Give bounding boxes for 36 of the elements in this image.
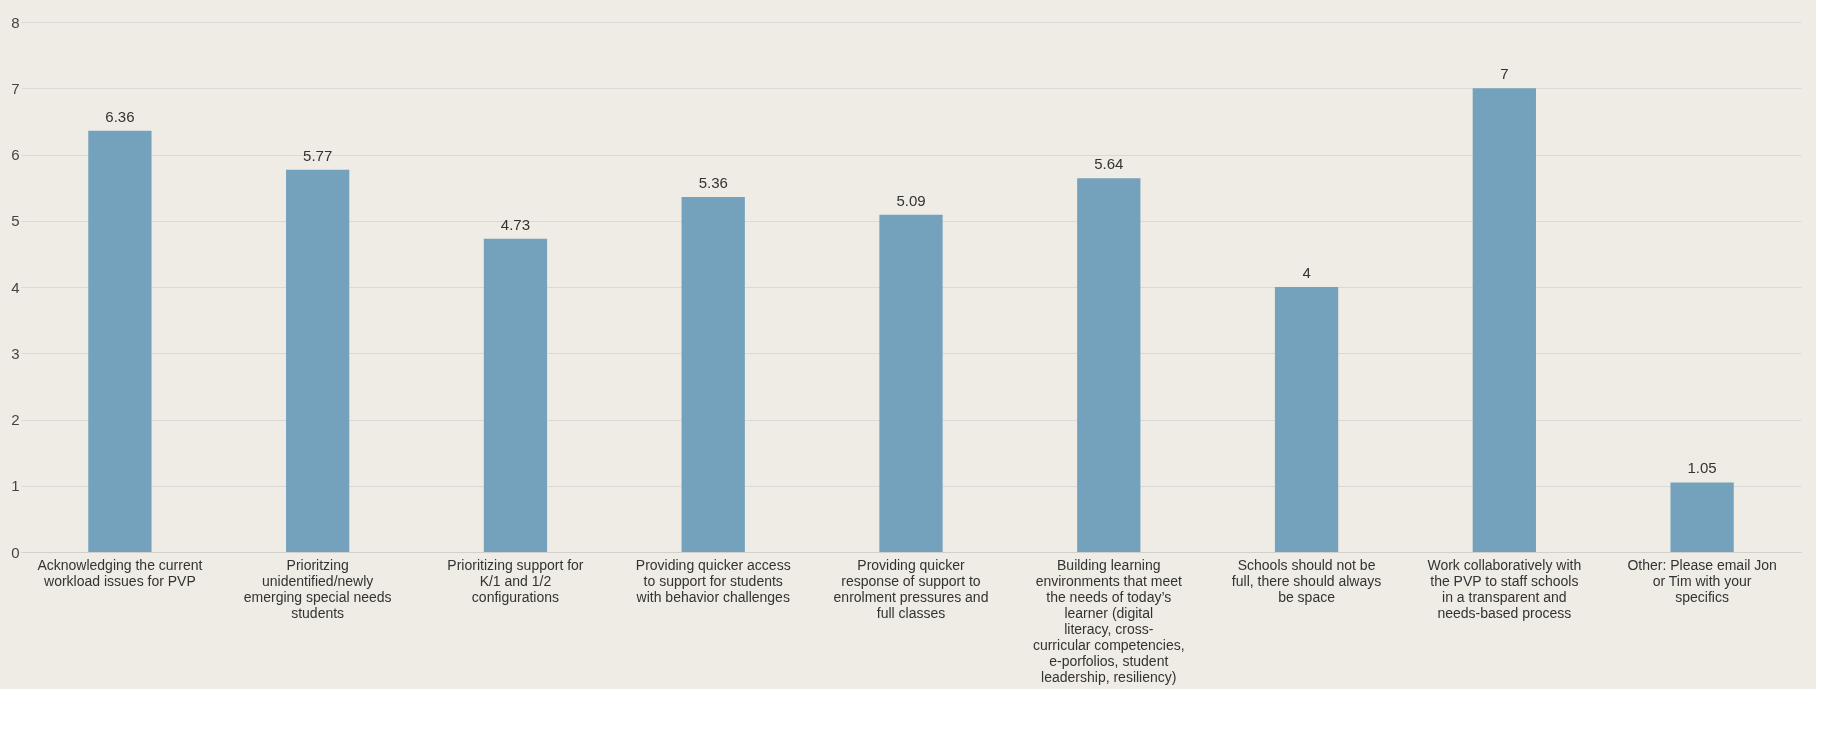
x-tick-label: Prioritzing unidentified/newly emerging special needs students: [243, 556, 392, 621]
y-tick-label: 0: [11, 543, 20, 561]
x-tick-label: Schools should not be full, there should always be space: [1231, 556, 1382, 605]
y-tick-label: 6: [11, 146, 20, 163]
data-label: 7: [1500, 65, 1509, 83]
x-tick-label: Other: Please email Jon or Tim with your specifics: [1627, 556, 1777, 605]
bar: [1472, 88, 1536, 552]
x-tick-label: Providing quicker access to support for students with behavior challenges: [635, 556, 791, 605]
y-tick-label: 2: [11, 411, 20, 428]
bar: [286, 169, 350, 552]
y-tick-label: 7: [11, 79, 20, 97]
x-tick-label: Building learning environments that meet the needs of today’s learner (digital literacy, cross-curricular competencies, e-porfolios, student leadership, resiliency): [1032, 556, 1185, 685]
x-tick-label: Work collaboratively with the PVP to staff schools in a transparent and needs-based process: [1427, 556, 1582, 621]
bar: [1077, 178, 1141, 552]
x-tick-label: Acknowledging the current workload issues for PVP: [37, 556, 203, 589]
data-label: 5.36: [698, 173, 728, 191]
y-tick-label: 3: [11, 344, 20, 362]
bar: [1670, 482, 1734, 552]
bar: [879, 214, 943, 552]
bar: [1274, 287, 1339, 552]
y-tick-label: 4: [11, 278, 20, 296]
data-label: 4: [1302, 264, 1311, 281]
data-label: 5.77: [303, 146, 333, 164]
bar: [681, 196, 745, 552]
data-label: 5.64: [1094, 155, 1124, 173]
y-tick-label: 8: [11, 13, 20, 31]
x-tick-label: Prioritizing support for K/1 and 1/2 configurations: [447, 556, 584, 605]
y-tick-label: 5: [11, 212, 20, 230]
data-label: 6.36: [105, 107, 135, 125]
data-label: 4.73: [500, 215, 531, 233]
data-label: 5.09: [896, 191, 926, 209]
data-label: 1.05: [1687, 459, 1717, 477]
bar: [88, 130, 152, 552]
bar: [483, 238, 548, 552]
y-tick-label: 1: [11, 477, 20, 495]
x-tick-label: Providing quicker response of support to enrolment pressures and full classes: [833, 556, 989, 621]
